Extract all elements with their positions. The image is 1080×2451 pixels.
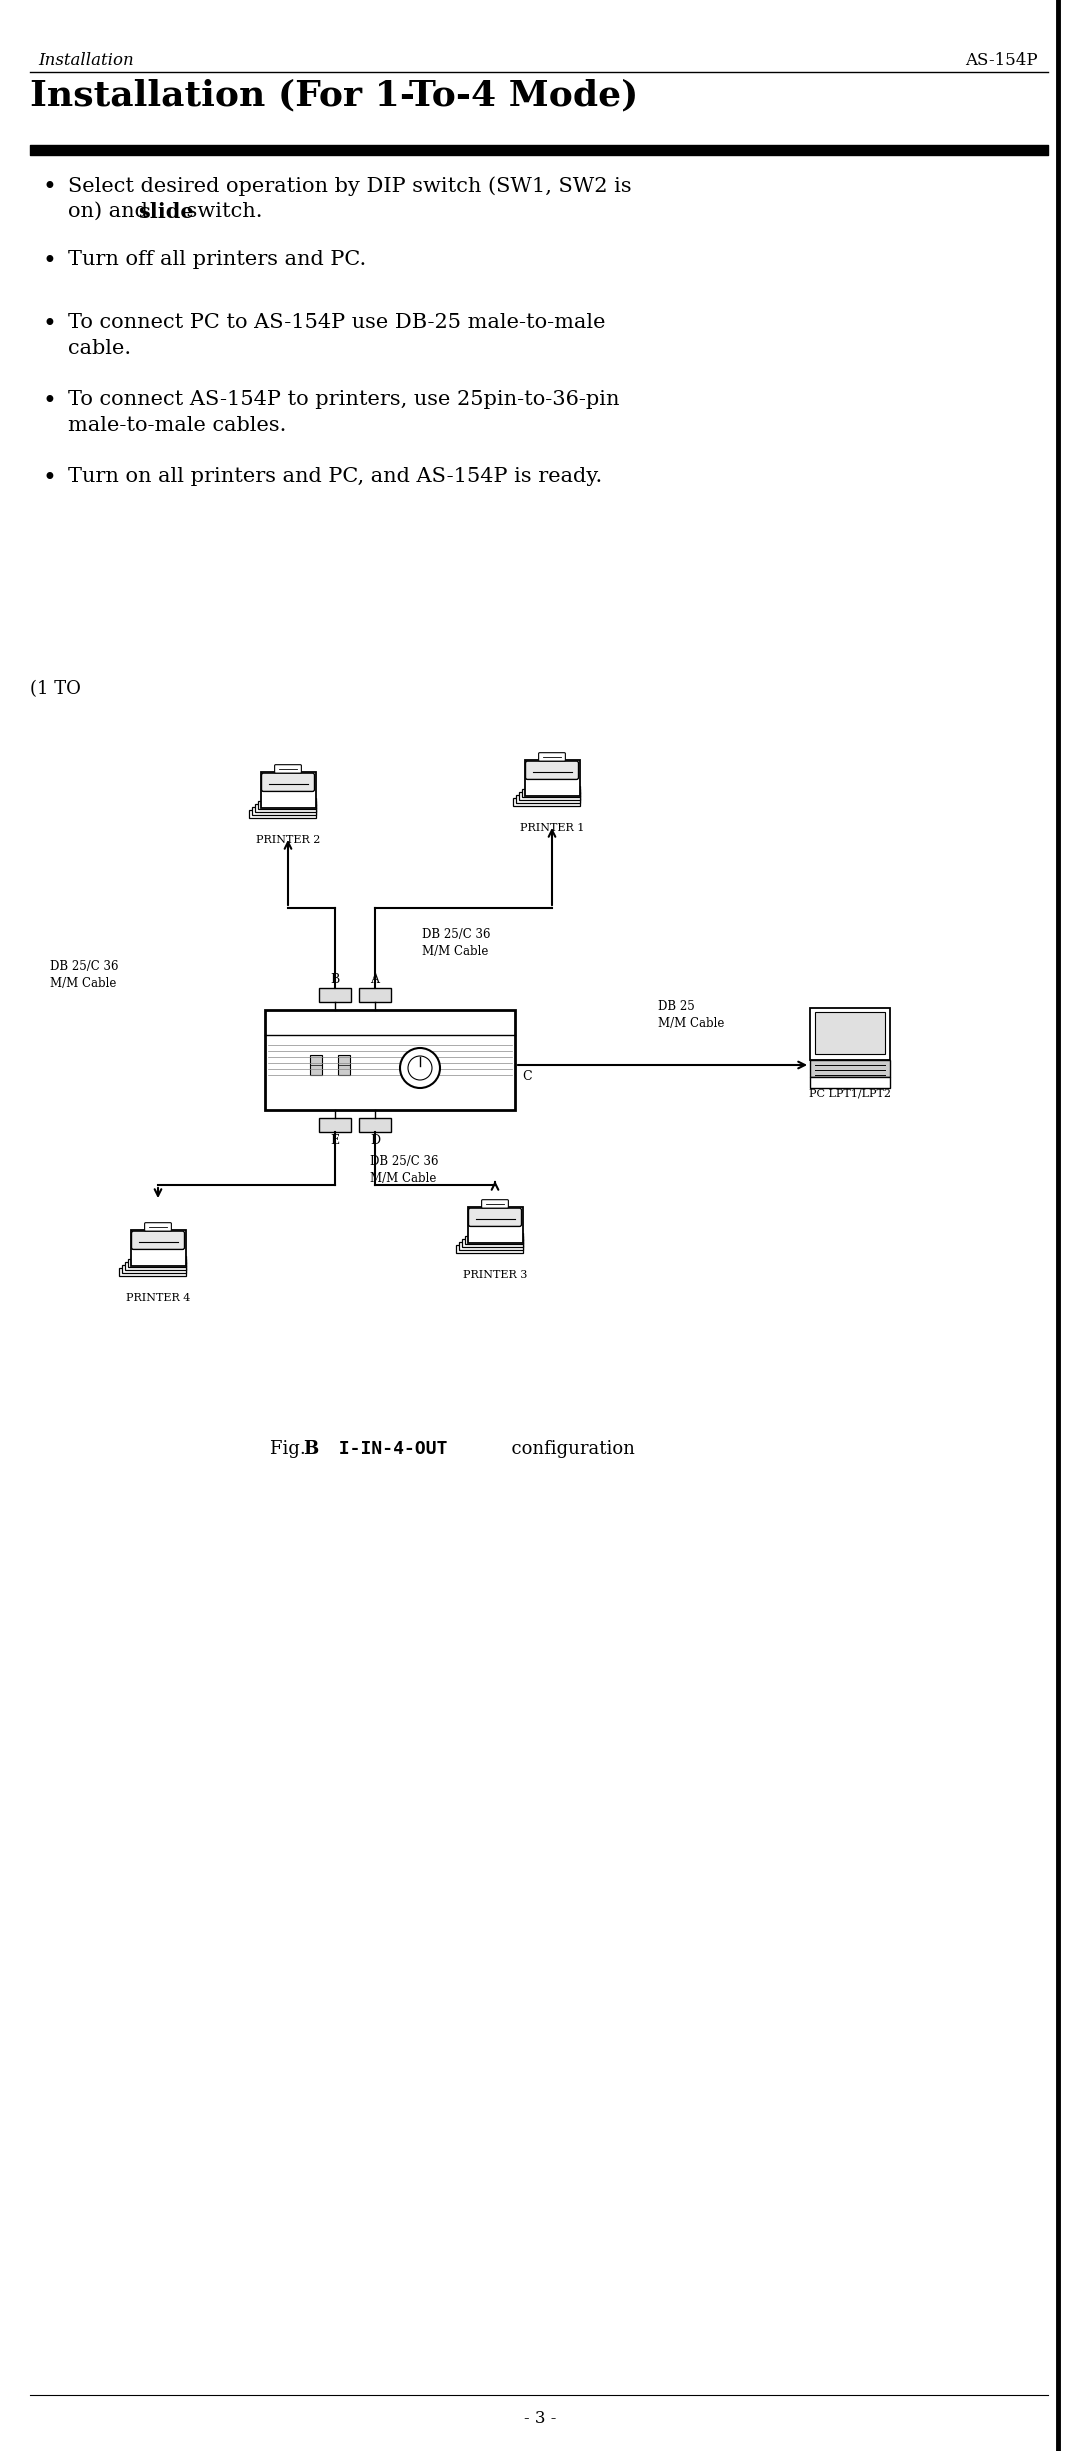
FancyBboxPatch shape: [319, 1118, 351, 1132]
FancyBboxPatch shape: [359, 1118, 391, 1132]
Bar: [257, 801, 315, 809]
Text: (1 TO: (1 TO: [30, 679, 81, 699]
Text: on) and: on) and: [68, 201, 154, 221]
Text: •: •: [42, 176, 56, 199]
FancyBboxPatch shape: [274, 765, 301, 772]
Bar: [513, 799, 580, 806]
Text: configuration: configuration: [500, 1441, 635, 1458]
FancyBboxPatch shape: [145, 1223, 172, 1230]
Text: PRINTER 4: PRINTER 4: [125, 1294, 190, 1304]
FancyBboxPatch shape: [525, 760, 580, 797]
Text: Installation (For 1-To-4 Mode): Installation (For 1-To-4 Mode): [30, 78, 638, 113]
FancyBboxPatch shape: [260, 772, 315, 809]
Bar: [121, 1265, 186, 1272]
Circle shape: [400, 1049, 440, 1088]
Bar: [522, 789, 580, 797]
Text: E: E: [330, 1135, 339, 1147]
Bar: [518, 792, 580, 799]
Text: AS-154P: AS-154P: [966, 51, 1038, 69]
FancyBboxPatch shape: [526, 762, 579, 779]
Text: PC LPT1/LPT2: PC LPT1/LPT2: [809, 1088, 891, 1098]
Text: DB 25
M/M Cable: DB 25 M/M Cable: [658, 1000, 725, 1029]
Bar: [468, 1233, 523, 1240]
Bar: [310, 1054, 322, 1076]
FancyBboxPatch shape: [482, 1199, 509, 1208]
Text: To connect AS-154P to printers, use 25pin-to-36-pin: To connect AS-154P to printers, use 25pi…: [68, 390, 620, 409]
FancyBboxPatch shape: [265, 1010, 515, 1110]
Text: Select desired operation by DIP switch (SW1, SW2 is: Select desired operation by DIP switch (…: [68, 176, 632, 196]
FancyBboxPatch shape: [539, 752, 565, 762]
Bar: [464, 1235, 523, 1243]
Bar: [119, 1267, 186, 1275]
Bar: [260, 799, 315, 806]
Text: •: •: [42, 390, 56, 414]
Bar: [338, 1054, 350, 1076]
Text: I-IN-4-OUT: I-IN-4-OUT: [318, 1441, 447, 1458]
Text: DB 25/C 36
M/M Cable: DB 25/C 36 M/M Cable: [370, 1154, 438, 1184]
Text: To connect PC to AS-154P use DB-25 male-to-male: To connect PC to AS-154P use DB-25 male-…: [68, 314, 606, 331]
Text: Turn on all printers and PC, and AS-154P is ready.: Turn on all printers and PC, and AS-154P…: [68, 468, 603, 485]
Text: PRINTER 1: PRINTER 1: [519, 824, 584, 833]
Text: PRINTER 3: PRINTER 3: [463, 1270, 527, 1279]
FancyBboxPatch shape: [319, 988, 351, 1002]
Bar: [810, 1076, 890, 1088]
Text: •: •: [42, 250, 56, 272]
Bar: [810, 1059, 890, 1076]
Bar: [131, 1255, 186, 1265]
Text: slide: slide: [138, 201, 193, 223]
Bar: [456, 1245, 523, 1252]
FancyBboxPatch shape: [468, 1208, 523, 1243]
Text: - 3 -: - 3 -: [524, 2409, 556, 2426]
Text: PRINTER 2: PRINTER 2: [256, 836, 320, 846]
Text: A: A: [370, 973, 379, 985]
Text: B: B: [303, 1441, 319, 1458]
Circle shape: [408, 1056, 432, 1081]
Bar: [815, 1012, 885, 1054]
Text: male-to-male cables.: male-to-male cables.: [68, 417, 286, 434]
Bar: [248, 809, 315, 819]
Bar: [255, 804, 315, 811]
Bar: [515, 794, 580, 804]
Bar: [252, 806, 315, 814]
Text: Fig.: Fig.: [270, 1441, 311, 1458]
Bar: [127, 1260, 186, 1267]
Text: Turn off all printers and PC.: Turn off all printers and PC.: [68, 250, 366, 270]
Text: DB 25/C 36
M/M Cable: DB 25/C 36 M/M Cable: [422, 929, 490, 958]
Text: •: •: [42, 314, 56, 336]
FancyBboxPatch shape: [469, 1208, 522, 1226]
FancyBboxPatch shape: [132, 1230, 185, 1250]
Text: switch.: switch.: [180, 201, 262, 221]
FancyBboxPatch shape: [131, 1230, 186, 1265]
Text: C: C: [522, 1071, 531, 1083]
Bar: [525, 787, 580, 794]
Text: Installation: Installation: [38, 51, 134, 69]
Text: cable.: cable.: [68, 338, 131, 358]
FancyBboxPatch shape: [261, 772, 314, 792]
Text: B: B: [330, 973, 339, 985]
FancyBboxPatch shape: [359, 988, 391, 1002]
Bar: [124, 1262, 186, 1270]
Text: •: •: [42, 468, 56, 490]
Bar: [461, 1238, 523, 1248]
Bar: [810, 1007, 890, 1059]
Text: D: D: [370, 1135, 380, 1147]
Bar: [459, 1243, 523, 1250]
Text: DB 25/C 36
M/M Cable: DB 25/C 36 M/M Cable: [50, 961, 119, 990]
